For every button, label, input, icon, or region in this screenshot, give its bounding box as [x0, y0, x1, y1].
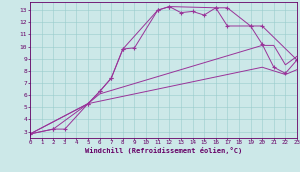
- X-axis label: Windchill (Refroidissement éolien,°C): Windchill (Refroidissement éolien,°C): [85, 147, 242, 154]
